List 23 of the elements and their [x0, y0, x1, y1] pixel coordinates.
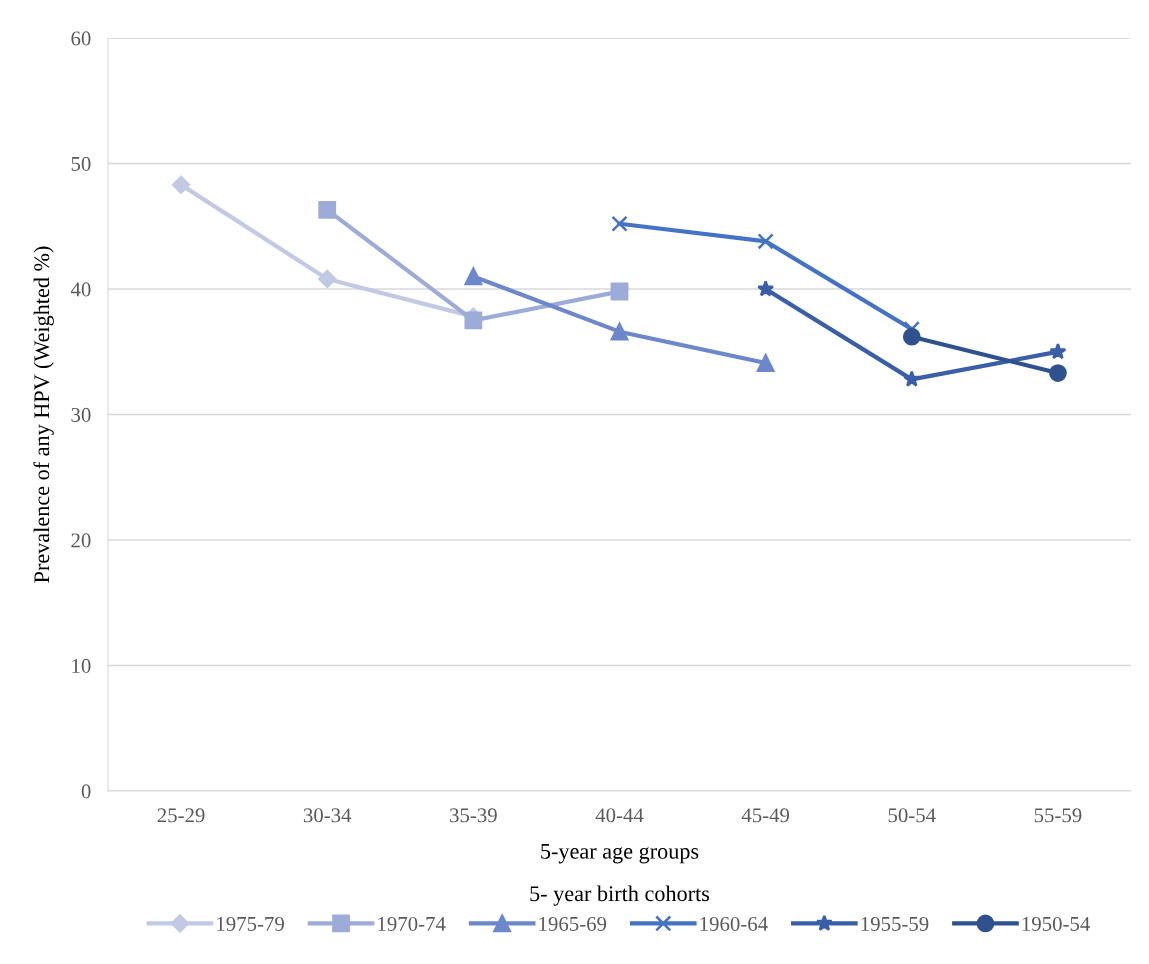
y-tick-label: 0 — [81, 784, 91, 799]
y-tick-label: 10 — [72, 658, 91, 673]
legend-title: 5- year birth cohorts — [530, 885, 710, 906]
y-tick-label: 60 — [71, 31, 91, 46]
x-tick-label: 45-49 — [741, 808, 790, 823]
x-tick-label: 50-54 — [888, 808, 936, 823]
x-tick-label: 25-29 — [157, 808, 205, 823]
y-tick-label: 30 — [71, 407, 91, 422]
legend-label: 1975-79 — [217, 916, 284, 931]
legend-label: 1970-74 — [378, 916, 446, 931]
x-axis-title: 5-year age groups — [541, 844, 699, 864]
legend-label: 1960-64 — [700, 916, 768, 931]
x-tick-label: 30-34 — [303, 808, 352, 823]
x-tick-label: 35-39 — [450, 808, 497, 823]
legend-label: 1955-59 — [861, 916, 929, 931]
legend-label: 1965-69 — [539, 916, 607, 931]
y-tick-label: 40 — [70, 282, 91, 297]
y-axis-title: Prevalence of any HPV (Weighted %) — [33, 246, 54, 583]
legend-label: 1950-54 — [1022, 916, 1090, 931]
y-tick-label: 20 — [71, 533, 91, 548]
x-tick-label: 40-44 — [595, 808, 644, 823]
y-tick-label: 50 — [71, 156, 91, 171]
x-tick-label: 55-59 — [1034, 808, 1082, 823]
